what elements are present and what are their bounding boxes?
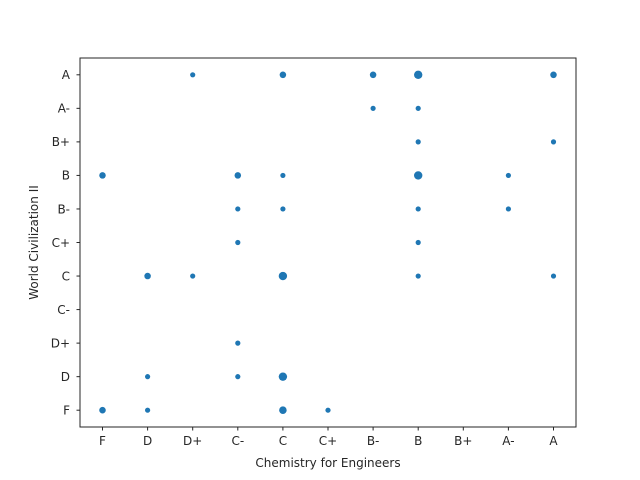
x-tick-label: F xyxy=(99,434,106,448)
y-tick-label: B xyxy=(62,169,70,183)
scatter-point xyxy=(415,239,421,246)
scatter-point xyxy=(550,71,557,79)
scatter-point xyxy=(99,406,106,414)
scatter-point xyxy=(279,71,287,79)
scatter-point xyxy=(414,70,423,80)
data-points xyxy=(99,70,557,414)
x-tick-label: D xyxy=(143,434,152,448)
scatter-point xyxy=(279,406,287,414)
y-tick-label: C xyxy=(62,269,70,283)
x-tick-label: B- xyxy=(367,434,380,448)
x-tick-label: C- xyxy=(231,434,244,448)
scatter-point xyxy=(280,172,286,179)
y-tick-label: B+ xyxy=(52,135,70,149)
scatter-point xyxy=(415,139,421,145)
scatter-point xyxy=(235,374,241,380)
y-tick-label: F xyxy=(63,404,70,418)
scatter-point xyxy=(278,372,288,381)
y-tick-label: A- xyxy=(58,102,70,116)
scatter-point xyxy=(415,206,421,212)
x-axis-label: Chemistry for Engineers xyxy=(255,456,400,470)
scatter-point xyxy=(370,105,376,111)
scatter-point xyxy=(550,139,557,145)
x-tick-label: D+ xyxy=(183,434,202,448)
scatter-point xyxy=(325,407,331,413)
scatter-point xyxy=(145,374,151,380)
scatter-point xyxy=(190,273,196,279)
scatter-point xyxy=(414,171,423,180)
y-axis-label: World Civilization II xyxy=(27,185,41,300)
x-tick-label: B xyxy=(414,434,422,448)
scatter-point xyxy=(235,239,241,246)
scatter-point xyxy=(235,340,241,346)
scatter-point xyxy=(278,271,288,281)
scatter-point xyxy=(280,206,286,212)
y-tick-label: D+ xyxy=(51,336,70,350)
plot-frame xyxy=(79,57,577,428)
y-axis: F D D+ C- C C+ B- B B+ A- A xyxy=(51,68,80,418)
x-tick-label: B+ xyxy=(454,434,472,448)
y-tick-label: D xyxy=(61,370,70,384)
x-tick-label: A xyxy=(549,434,558,448)
scatter-point xyxy=(234,172,242,179)
x-tick-label: C+ xyxy=(319,434,337,448)
y-tick-label: C+ xyxy=(52,236,70,250)
y-tick-label: C- xyxy=(57,303,70,317)
scatter-point xyxy=(99,172,106,179)
scatter-point xyxy=(144,272,151,280)
scatter-point xyxy=(190,72,196,78)
y-tick-label: A xyxy=(62,68,71,82)
x-tick-label: C xyxy=(279,434,287,448)
scatter-point xyxy=(415,105,421,111)
scatter-point xyxy=(550,273,557,279)
scatter-point xyxy=(415,273,421,279)
scatter-point xyxy=(505,206,511,212)
scatter-point xyxy=(369,71,377,79)
scatter-point xyxy=(235,206,241,212)
x-axis: F D D+ C- C C+ B- B B+ A- A xyxy=(99,427,558,448)
scatter-point xyxy=(505,172,511,179)
scatter-point xyxy=(145,407,151,413)
y-tick-label: B- xyxy=(57,202,70,216)
x-tick-label: A- xyxy=(502,434,514,448)
